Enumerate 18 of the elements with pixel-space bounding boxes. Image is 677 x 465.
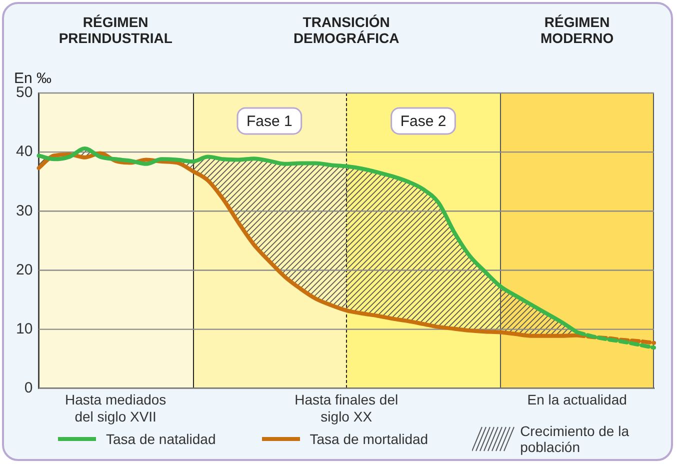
- x-tick-label: Hasta finales del siglo XX: [294, 392, 398, 424]
- x-tick-label: Hasta mediados del siglo XVII: [65, 392, 166, 424]
- x-tick-label: En la actualidad: [527, 392, 627, 408]
- y-tick-label: 10: [16, 320, 33, 338]
- legend-label: Tasa de natalidad: [106, 431, 216, 447]
- legend-label: Tasa de mortalidad: [310, 431, 428, 447]
- y-tick-label: 20: [16, 261, 33, 278]
- y-axis-title: En ‰: [14, 70, 52, 87]
- annotation: Fase 1: [246, 113, 292, 130]
- text: Crecimiento de la población: [520, 423, 630, 455]
- y-tick-label: 40: [16, 143, 33, 160]
- y-tick-label: 50: [16, 84, 33, 102]
- annotation: Fase 2: [400, 113, 446, 130]
- text: TRANSICIÓN DEMOGRÁFICA: [293, 14, 400, 46]
- text: RÉGIMEN PREINDUSTRIAL: [58, 14, 173, 46]
- text: RÉGIMEN MODERNO: [540, 14, 614, 46]
- y-tick-label: 0: [24, 380, 33, 397]
- y-tick-label: 30: [16, 202, 33, 220]
